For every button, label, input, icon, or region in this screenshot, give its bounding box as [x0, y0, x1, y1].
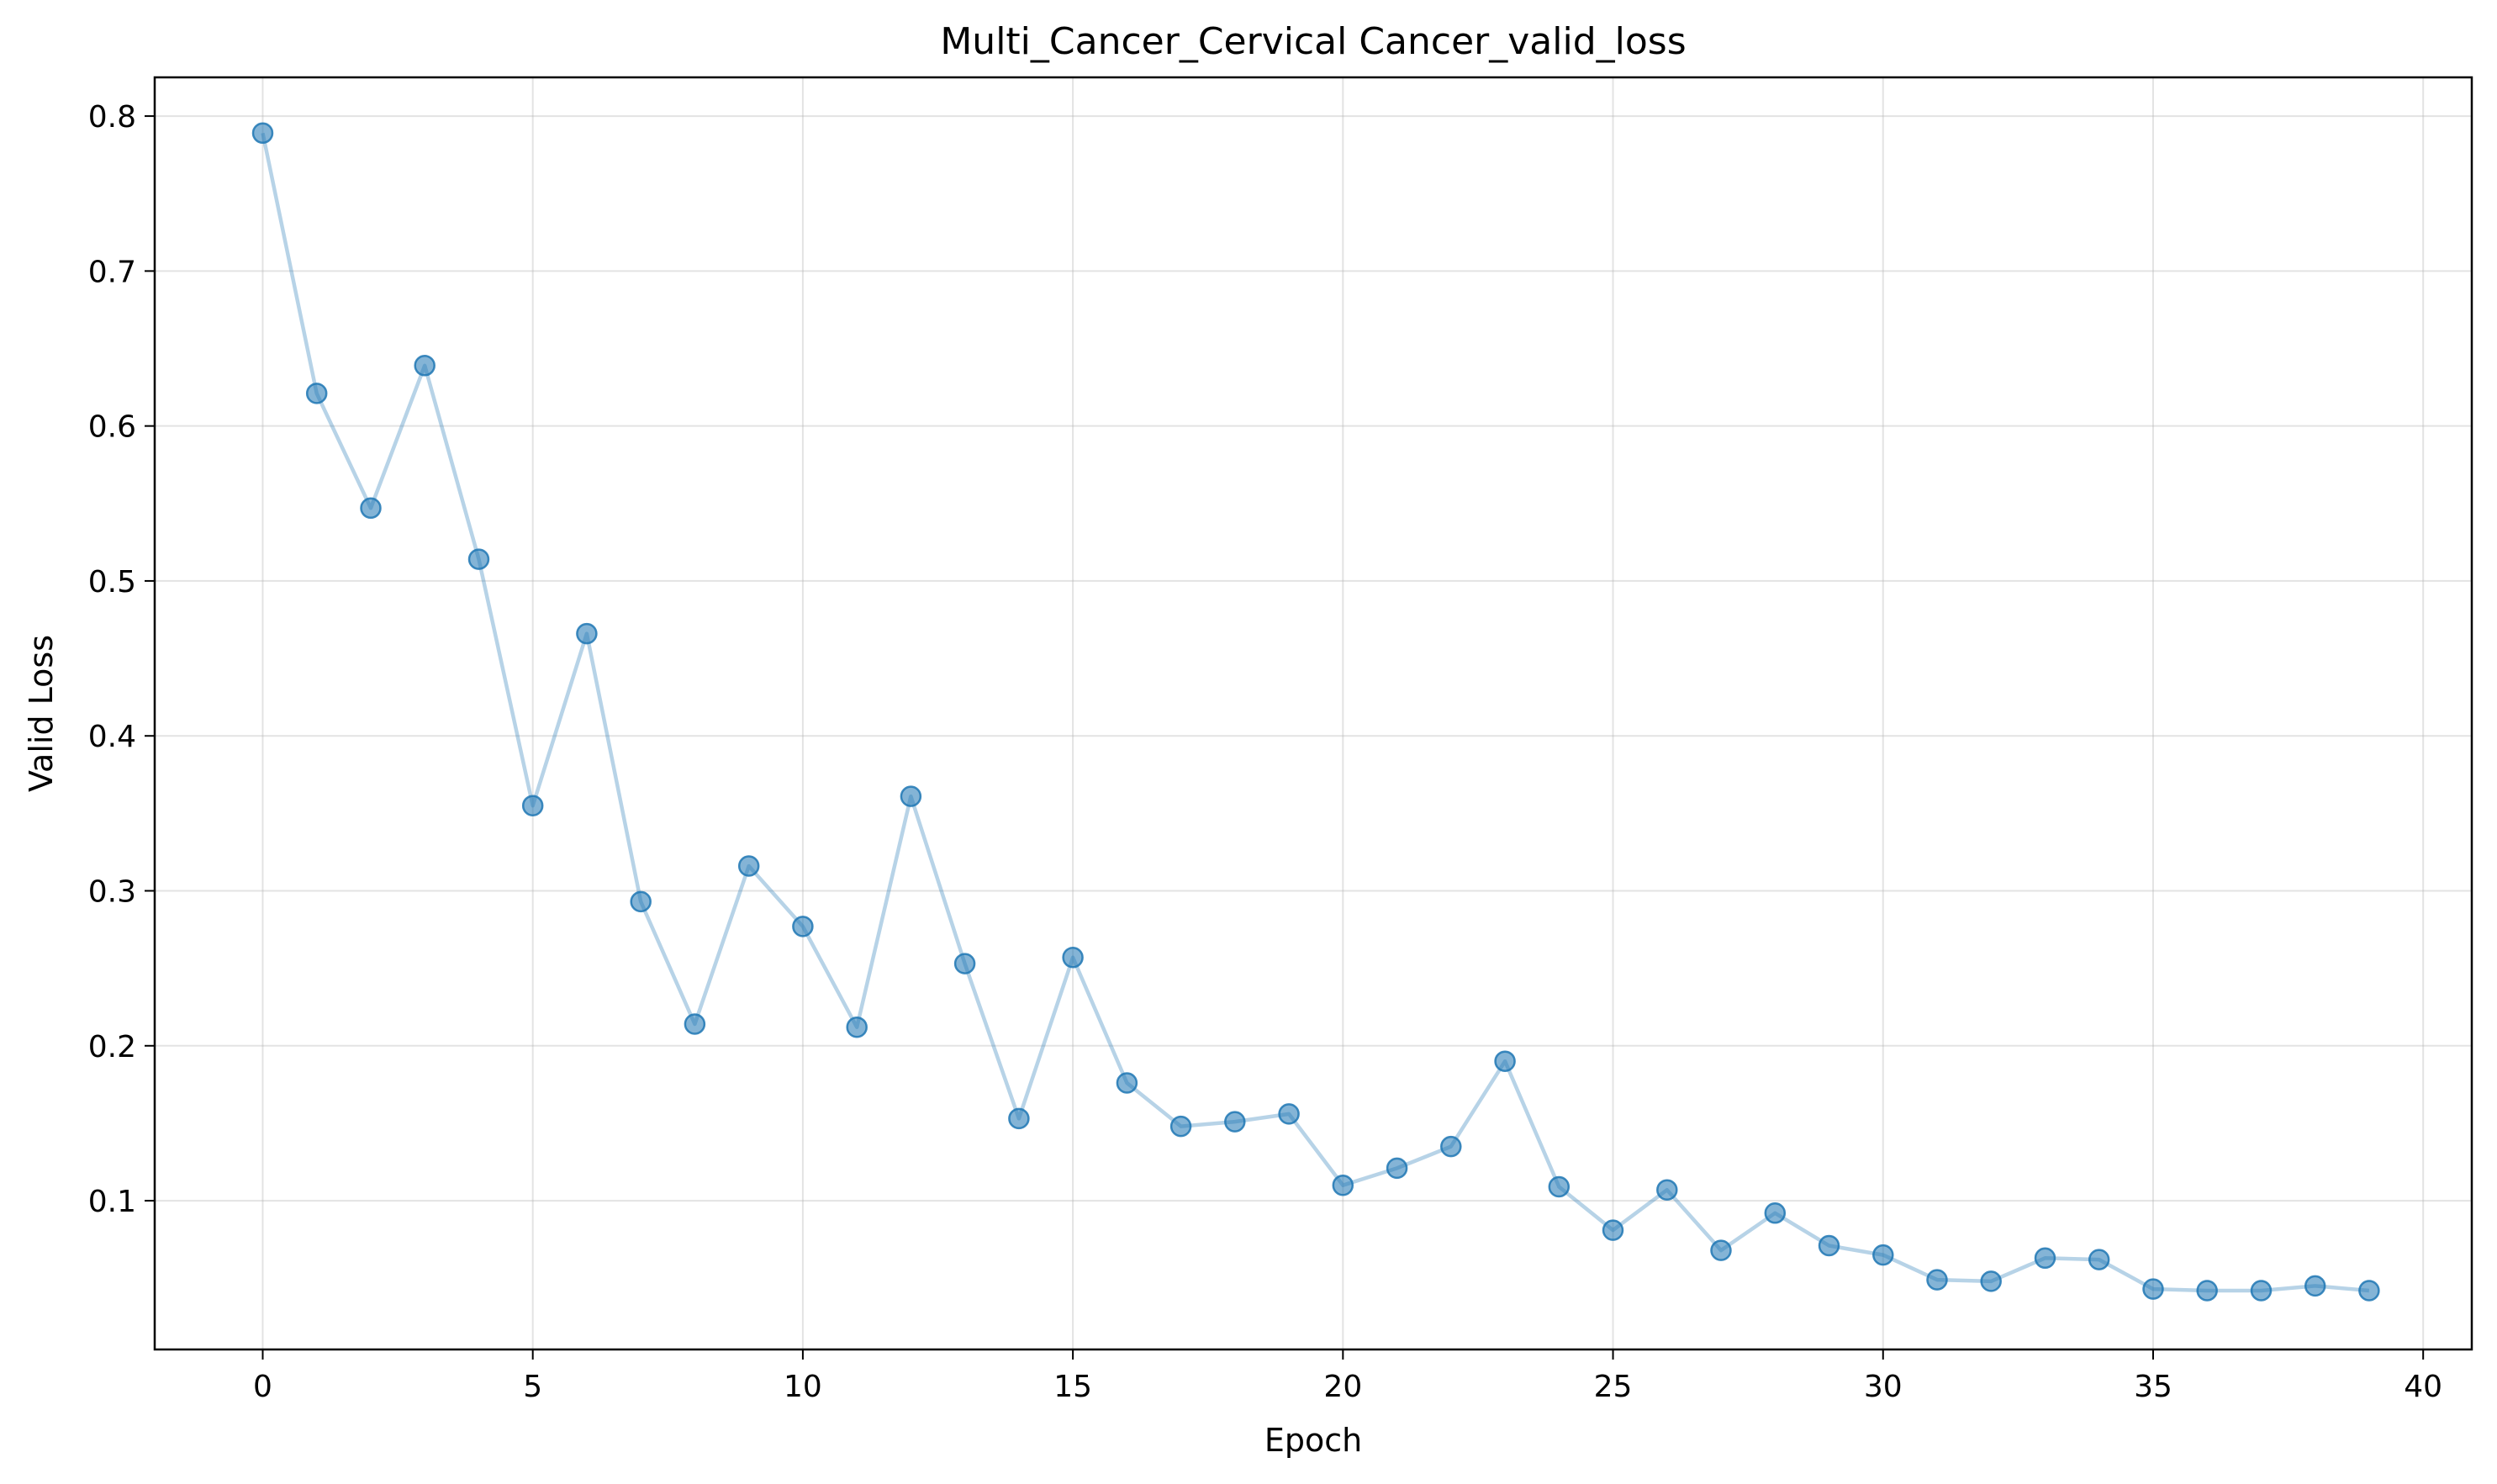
data-point	[251, 122, 274, 145]
data-point	[576, 622, 598, 645]
data-point	[467, 548, 490, 570]
y-tick-label: 0.3	[88, 875, 136, 910]
y-tick-label: 0.4	[88, 720, 136, 754]
data-point	[792, 916, 814, 937]
data-point	[1548, 1175, 1571, 1198]
data-point	[2304, 1275, 2326, 1297]
y-tick-label: 0.2	[88, 1030, 136, 1064]
data-point	[1278, 1103, 1300, 1125]
data-point	[1602, 1219, 1624, 1241]
chart-title: Multi_Cancer_Cervical Cancer_valid_loss	[940, 20, 1686, 63]
data-point	[1116, 1072, 1138, 1094]
data-point	[1494, 1050, 1516, 1072]
x-tick-label: 30	[1864, 1370, 1903, 1404]
data-point	[414, 355, 436, 377]
data-point	[1926, 1269, 1948, 1291]
x-tick-label: 25	[1594, 1370, 1633, 1404]
data-point	[900, 785, 922, 807]
y-tick-label: 0.5	[88, 565, 136, 599]
data-point	[2142, 1278, 2164, 1300]
data-point	[305, 383, 328, 404]
x-tick-label: 20	[1323, 1370, 1362, 1404]
y-tick-label: 0.7	[88, 255, 136, 289]
data-point	[1332, 1174, 1354, 1196]
data-point	[1818, 1234, 1840, 1257]
x-tick-label: 5	[523, 1370, 542, 1404]
data-point	[360, 497, 382, 520]
data-point	[1872, 1244, 1894, 1266]
data-point	[737, 855, 760, 877]
y-axis-ticks: 0.1 0.2 0.3 0.4 0.5 0.6 0.7 0.8	[88, 100, 155, 1219]
series-line-layer	[261, 132, 2370, 1293]
data-point	[1169, 1115, 1192, 1138]
series-line	[261, 132, 2370, 1293]
x-tick-label: 0	[253, 1370, 272, 1404]
data-point	[2088, 1249, 2110, 1270]
data-point	[2034, 1247, 2056, 1270]
plot-frame	[153, 76, 2473, 1351]
data-point	[953, 953, 976, 974]
data-point	[1710, 1239, 1732, 1261]
data-point	[630, 890, 652, 913]
data-point	[1386, 1157, 1408, 1180]
y-axis-label: Valid Loss	[23, 635, 60, 792]
data-point	[1764, 1202, 1787, 1224]
y-tick-label: 0.6	[88, 410, 136, 445]
data-point	[1980, 1270, 2002, 1292]
data-point	[1440, 1135, 1462, 1158]
x-tick-label: 15	[1053, 1370, 1092, 1404]
data-point	[2196, 1280, 2218, 1302]
data-point	[1224, 1111, 1246, 1133]
data-point	[1062, 947, 1084, 969]
y-tick-label: 0.8	[88, 100, 136, 135]
x-axis-ticks: 0 5 10 15 20 25 30 35 40	[253, 1349, 2442, 1404]
data-point	[2250, 1280, 2273, 1302]
series-point-layer	[251, 122, 2380, 1302]
grid-lines	[155, 77, 2472, 1349]
y-tick-label: 0.1	[88, 1185, 136, 1219]
x-tick-label: 35	[2134, 1370, 2172, 1404]
x-tick-label: 10	[784, 1370, 822, 1404]
data-point	[1656, 1179, 1678, 1201]
data-point	[2358, 1280, 2380, 1302]
x-axis-label: Epoch	[1264, 1422, 1362, 1459]
data-point	[684, 1013, 706, 1035]
data-point	[846, 1016, 868, 1038]
x-tick-label: 40	[2404, 1370, 2442, 1404]
data-point	[521, 795, 544, 816]
data-point	[1008, 1107, 1030, 1130]
